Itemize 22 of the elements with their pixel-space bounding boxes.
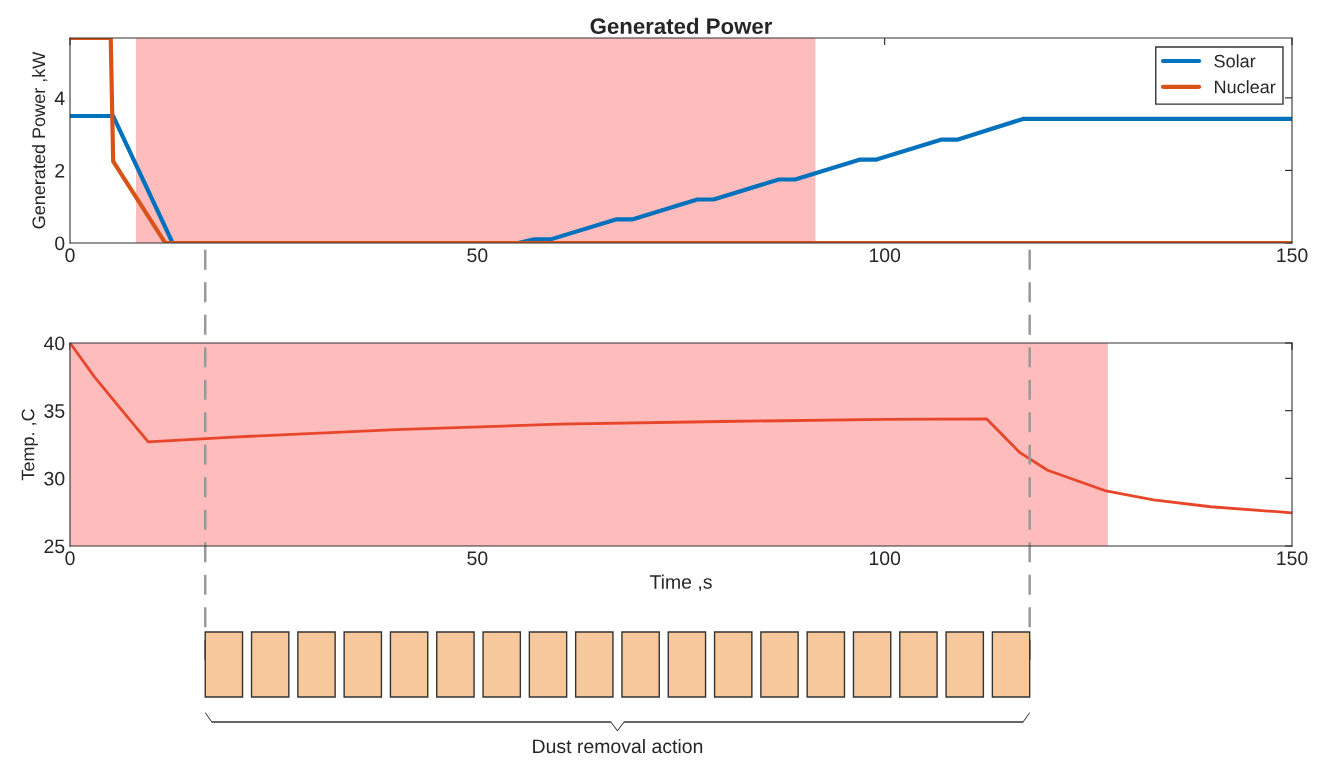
x-tick-label: 150 [1277, 551, 1308, 566]
x-tick-label: 50 [467, 248, 488, 263]
x-tick-label: 150 [1277, 248, 1308, 263]
legend-label: Nuclear [1215, 80, 1276, 94]
x-tick-label: 100 [869, 551, 901, 566]
y-tick-label: 25 [44, 539, 65, 554]
text: Dust removal action [533, 738, 703, 754]
y-axis-title: Temp. ,C [21, 409, 38, 481]
y-tick-label: 35 [44, 404, 65, 418]
x-tick-label: 50 [467, 551, 488, 566]
y-tick-label: 0 [55, 236, 65, 251]
x-tick-label: 0 [65, 248, 75, 263]
y-tick-label: 4 [54, 91, 65, 105]
chart-title: Generated Power [590, 17, 773, 35]
legend-label: Solar [1214, 54, 1256, 68]
y-tick-label: 40 [43, 336, 65, 351]
y-tick-label: 30 [44, 471, 65, 486]
x-axis-title: Time ,s [649, 574, 712, 592]
y-axis-title: Generated Power ,kW [31, 51, 48, 229]
y-tick-label: 2 [55, 163, 65, 178]
x-tick-label: 0 [65, 551, 75, 566]
x-tick-label: 100 [869, 248, 901, 263]
